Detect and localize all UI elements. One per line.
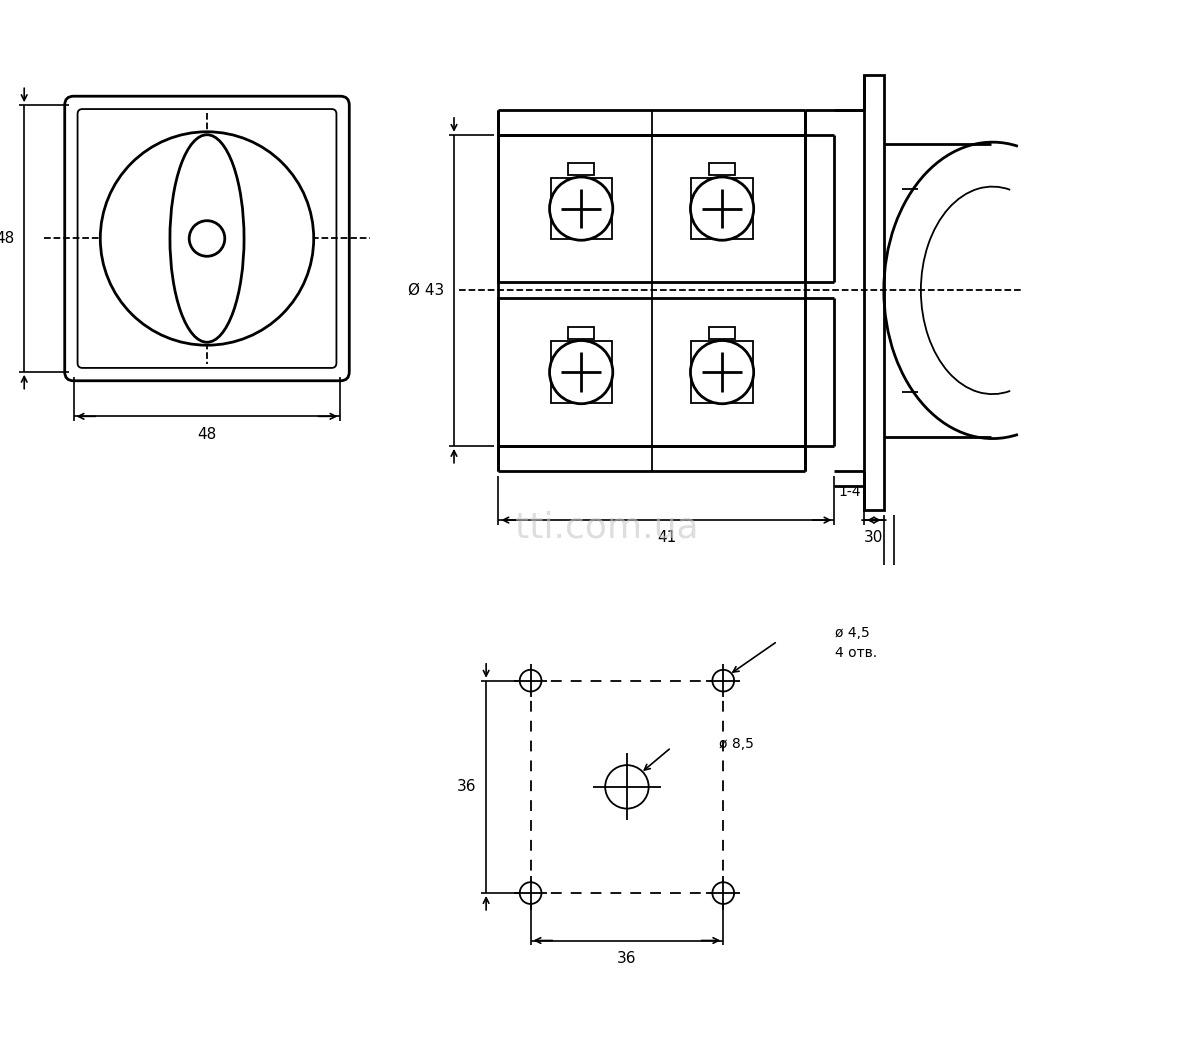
Bar (864, 76, 884, 510)
Circle shape (101, 132, 313, 346)
Bar (569, 327, 594, 338)
Text: 36: 36 (617, 951, 637, 965)
Bar (498, 298, 805, 446)
Circle shape (190, 220, 224, 256)
Text: 41: 41 (656, 530, 676, 545)
Text: 48: 48 (0, 231, 14, 246)
Circle shape (550, 177, 613, 240)
FancyBboxPatch shape (78, 109, 336, 368)
Bar (498, 135, 805, 282)
Circle shape (690, 177, 754, 240)
Text: 36: 36 (457, 779, 476, 795)
Bar (709, 163, 734, 175)
Bar (551, 178, 612, 239)
Bar (691, 341, 752, 403)
Text: 48: 48 (197, 427, 217, 442)
Circle shape (520, 669, 541, 691)
Text: ø 4,5: ø 4,5 (835, 626, 870, 640)
Text: Ø 43: Ø 43 (408, 282, 444, 298)
Text: 4 отв.: 4 отв. (835, 646, 877, 660)
Circle shape (690, 340, 754, 404)
Circle shape (605, 765, 649, 808)
Bar (691, 178, 752, 239)
FancyBboxPatch shape (65, 96, 349, 380)
Ellipse shape (170, 135, 244, 343)
Circle shape (713, 882, 734, 904)
Bar (551, 341, 612, 403)
Text: 30: 30 (864, 530, 883, 545)
Bar (709, 327, 734, 338)
Text: 1-4: 1-4 (838, 486, 860, 500)
Circle shape (520, 882, 541, 904)
Circle shape (550, 340, 613, 404)
Circle shape (713, 669, 734, 691)
Bar (569, 163, 594, 175)
Text: ø 8,5: ø 8,5 (719, 738, 754, 752)
Text: tti.com.ua: tti.com.ua (516, 510, 698, 544)
